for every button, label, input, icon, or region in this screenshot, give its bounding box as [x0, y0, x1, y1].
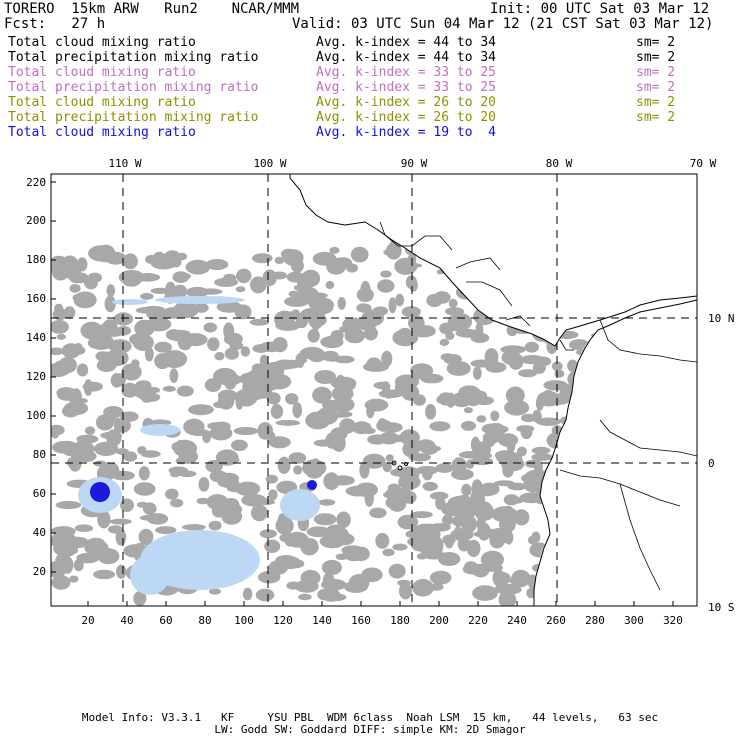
model-info-line2: LW: Godd SW: Goddard DIFF: simple KM: 2D… [214, 723, 526, 736]
legend-field-2: Total precipitation mixing ratio [8, 50, 259, 65]
legend-sm-5: sm= 2 [636, 95, 676, 110]
legend-kindex-3: Avg. k-index = 33 to 25 [316, 65, 497, 80]
legend-sm-4: sm= 2 [636, 80, 676, 95]
x-tick-label: 80 [198, 614, 211, 627]
y-tick-label: 160 [26, 292, 46, 305]
model-title: TORERO 15km ARW Run2 NCAR/MMM [4, 1, 300, 17]
y-tick-label: 80 [33, 448, 46, 461]
lat-label: 10 N [708, 312, 735, 325]
forecast-hour: Fcst: 27 h [4, 16, 106, 32]
x-axis-labels: 20 40 60 80 100 120 140 160 180 200 220 … [81, 614, 683, 627]
coastlines [289, 174, 697, 606]
y-tick-label: 180 [26, 253, 46, 266]
legend-kindex-1: Avg. k-index = 44 to 34 [316, 35, 497, 50]
x-tick-label: 220 [468, 614, 488, 627]
y-tick-label: 20 [33, 565, 46, 578]
y-tick-label: 100 [26, 409, 46, 422]
field-layer [51, 174, 697, 606]
x-tick-label: 20 [81, 614, 94, 627]
legend-sm-1: sm= 2 [636, 35, 676, 50]
country-borders [379, 221, 697, 591]
legend-field-5: Total cloud mixing ratio [8, 95, 196, 110]
lon-label: 80 W [546, 157, 573, 170]
init-time: Init: 00 UTC Sat 03 Mar 12 [490, 1, 710, 17]
lon-label: 100 W [253, 157, 286, 170]
y-tick-label: 40 [33, 526, 46, 539]
x-tick-label: 60 [159, 614, 172, 627]
y-axis-labels: 220 200 180 160 140 120 100 80 60 40 20 [26, 176, 46, 578]
x-tick-label: 260 [546, 614, 566, 627]
legend-sm-2: sm= 2 [636, 50, 676, 65]
x-tick-label: 160 [351, 614, 371, 627]
legend-kindex-4: Avg. k-index = 33 to 25 [316, 80, 497, 95]
y-tick-label: 60 [33, 487, 46, 500]
legend-kindex-7: Avg. k-index = 19 to 4 [316, 125, 497, 140]
legend-field-6: Total precipitation mixing ratio [8, 110, 259, 125]
x-tick-label: 300 [624, 614, 644, 627]
plot-frame [50, 173, 698, 607]
legend-kindex-6: Avg. k-index = 26 to 20 [316, 110, 497, 125]
y-tick-label: 120 [26, 370, 46, 383]
x-tick-label: 280 [585, 614, 605, 627]
lon-label: 110 W [108, 157, 141, 170]
x-tick-label: 200 [429, 614, 449, 627]
lat-lon-grid [51, 174, 697, 606]
legend-sm-3: sm= 2 [636, 65, 676, 80]
legend-kindex-2: Avg. k-index = 44 to 34 [316, 50, 497, 65]
x-tick-label: 320 [663, 614, 683, 627]
longitude-labels: 110 W 100 W 90 W 80 W 70 W [108, 157, 716, 170]
legend-field-4: Total precipitation mixing ratio [8, 80, 259, 95]
lon-label: 70 W [690, 157, 717, 170]
x-tick-label: 240 [507, 614, 527, 627]
legend-kindex-5: Avg. k-index = 26 to 20 [316, 95, 497, 110]
legend-field-1: Total cloud mixing ratio [8, 35, 196, 50]
x-tick-label: 40 [120, 614, 133, 627]
x-tick-label: 120 [273, 614, 293, 627]
y-tick-label: 140 [26, 331, 46, 344]
model-info-line1: Model Info: V3.3.1 KF YSU PBL WDM 6class… [81, 711, 659, 724]
y-tick-label: 200 [26, 214, 46, 227]
valid-time: Valid: 03 UTC Sun 04 Mar 12 (21 CST Sat … [292, 16, 714, 32]
latitude-labels: 10 N 0 10 S [708, 312, 735, 614]
axis-ticks [51, 181, 674, 606]
lat-label: 10 S [708, 601, 735, 614]
y-tick-label: 220 [26, 176, 46, 189]
legend-field-3: Total cloud mixing ratio [8, 65, 196, 80]
x-tick-label: 180 [390, 614, 410, 627]
lon-label: 90 W [401, 157, 428, 170]
legend-sm-6: sm= 2 [636, 110, 676, 125]
lat-label: 0 [708, 457, 715, 470]
x-tick-label: 100 [234, 614, 254, 627]
x-tick-label: 140 [312, 614, 332, 627]
legend-field-7: Total cloud mixing ratio [8, 125, 196, 140]
